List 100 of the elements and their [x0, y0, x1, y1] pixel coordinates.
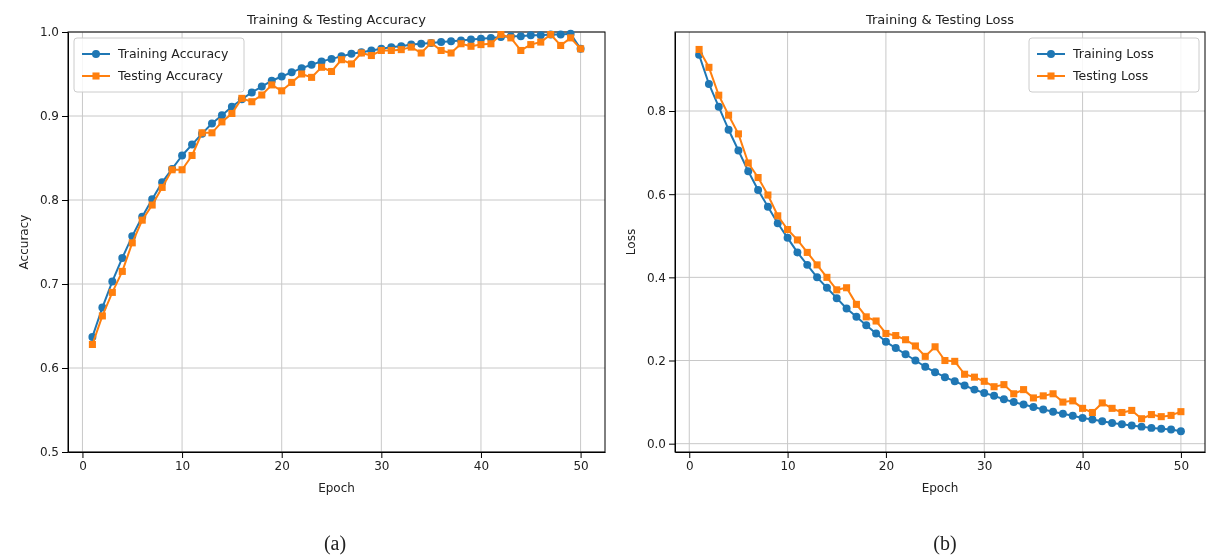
point [188, 140, 197, 149]
point [128, 239, 136, 247]
point [714, 102, 723, 111]
point [1068, 411, 1077, 420]
point [417, 49, 425, 57]
point [704, 80, 713, 88]
point [774, 212, 782, 220]
y-tick-label: 0.6 [646, 187, 666, 202]
point [872, 317, 880, 325]
y-axis-title: Accuracy [17, 214, 31, 270]
point [705, 63, 713, 71]
y-tick-label: 1.0 [39, 25, 59, 40]
point [980, 388, 989, 397]
legend-label: Training Loss [1072, 46, 1154, 61]
point [138, 216, 146, 224]
point [308, 73, 316, 81]
point [516, 32, 525, 41]
point [823, 273, 831, 281]
point [268, 81, 276, 89]
point [1010, 390, 1018, 398]
y-tick-label: 0.9 [39, 109, 59, 124]
point [248, 98, 256, 106]
point [467, 35, 475, 44]
point [1098, 399, 1106, 407]
point [744, 167, 753, 176]
point [764, 191, 772, 199]
point [477, 41, 485, 49]
point [327, 67, 336, 76]
point [1137, 422, 1146, 431]
point [990, 391, 999, 400]
point [207, 119, 216, 128]
point [178, 151, 187, 160]
point [822, 283, 831, 292]
y-tick-label: 0.0 [646, 437, 666, 452]
x-tick-label: 20 [878, 458, 895, 473]
point [437, 46, 445, 55]
x-tick-label: 40 [473, 458, 490, 473]
point [921, 352, 929, 360]
point [734, 130, 742, 138]
point [447, 37, 456, 46]
point [298, 70, 306, 78]
point [397, 46, 405, 54]
legend-label: Testing Loss [1072, 68, 1149, 83]
point [108, 277, 117, 286]
point [487, 40, 495, 48]
point [517, 46, 525, 55]
point [1157, 413, 1165, 421]
point [931, 368, 940, 377]
point [447, 49, 455, 57]
x-tick-label: 0 [79, 458, 87, 473]
point [724, 125, 733, 134]
point [1118, 408, 1126, 417]
point [1147, 411, 1155, 419]
point [833, 286, 841, 294]
point [457, 40, 465, 48]
point [277, 72, 286, 81]
point [862, 313, 870, 321]
point [783, 233, 792, 242]
point [1009, 398, 1018, 407]
x-tick-label: 40 [1075, 458, 1091, 473]
x-axis-title: Epoch [318, 481, 355, 495]
x-tick-label: 30 [374, 458, 390, 473]
y-axis-title: Loss [624, 228, 638, 256]
point [1108, 404, 1116, 412]
point [1069, 397, 1077, 405]
point [347, 49, 356, 58]
point [327, 54, 336, 63]
point [1157, 424, 1166, 433]
point [902, 336, 910, 344]
point [1167, 425, 1176, 434]
point [1058, 409, 1067, 418]
x-tick-label: 0 [685, 458, 694, 473]
point [852, 312, 861, 321]
y-tick-label: 0.5 [39, 445, 59, 460]
point [258, 91, 266, 99]
point [1078, 413, 1087, 422]
point [793, 248, 802, 257]
point [941, 356, 949, 365]
point [1177, 408, 1185, 416]
point [961, 370, 969, 378]
point [734, 146, 743, 155]
point [911, 342, 919, 350]
y-tick-label: 0.4 [646, 270, 666, 285]
point [1098, 417, 1107, 426]
x-tick-label: 50 [1173, 458, 1190, 473]
point [118, 267, 126, 275]
point [715, 91, 723, 99]
legend-label: Training Accuracy [117, 46, 229, 61]
point [970, 373, 978, 381]
point [882, 329, 890, 338]
point [557, 41, 565, 49]
point [307, 60, 316, 69]
point [695, 45, 703, 53]
point [754, 186, 763, 194]
point [813, 273, 822, 282]
point [931, 343, 939, 351]
point [1167, 411, 1175, 419]
x-axis-title: Epoch [921, 481, 959, 495]
point [744, 159, 752, 167]
point [763, 202, 772, 211]
